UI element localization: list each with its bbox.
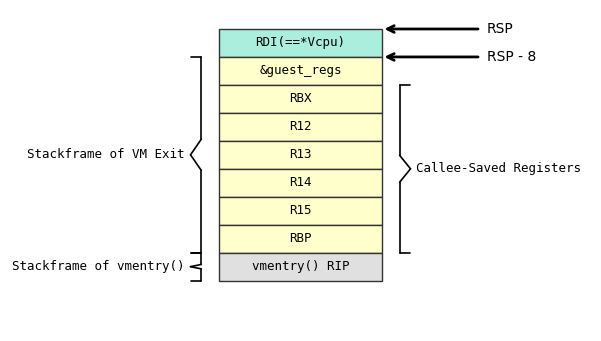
Bar — [219, 29, 382, 57]
Text: RBX: RBX — [289, 92, 312, 105]
Text: vmentry() RIP: vmentry() RIP — [252, 260, 349, 273]
Bar — [219, 253, 382, 281]
Text: R15: R15 — [289, 204, 312, 217]
Text: &guest_regs: &guest_regs — [259, 64, 342, 77]
Text: R14: R14 — [289, 176, 312, 189]
Text: R12: R12 — [289, 120, 312, 133]
Text: Callee-Saved Registers: Callee-Saved Registers — [416, 162, 582, 175]
Bar — [219, 225, 382, 253]
Bar — [219, 57, 382, 85]
Bar — [219, 197, 382, 225]
Text: RSP: RSP — [487, 22, 514, 36]
Text: RBP: RBP — [289, 232, 312, 245]
Text: RDI(==*Vcpu): RDI(==*Vcpu) — [255, 36, 346, 49]
Text: R13: R13 — [289, 148, 312, 161]
Bar — [219, 85, 382, 113]
Bar — [219, 141, 382, 169]
Text: RSP - 8: RSP - 8 — [487, 50, 536, 64]
Bar — [219, 113, 382, 141]
Bar — [219, 169, 382, 197]
Text: Stackframe of VM Exit: Stackframe of VM Exit — [27, 148, 185, 161]
Text: Stackframe of vmentry(): Stackframe of vmentry() — [12, 260, 185, 273]
